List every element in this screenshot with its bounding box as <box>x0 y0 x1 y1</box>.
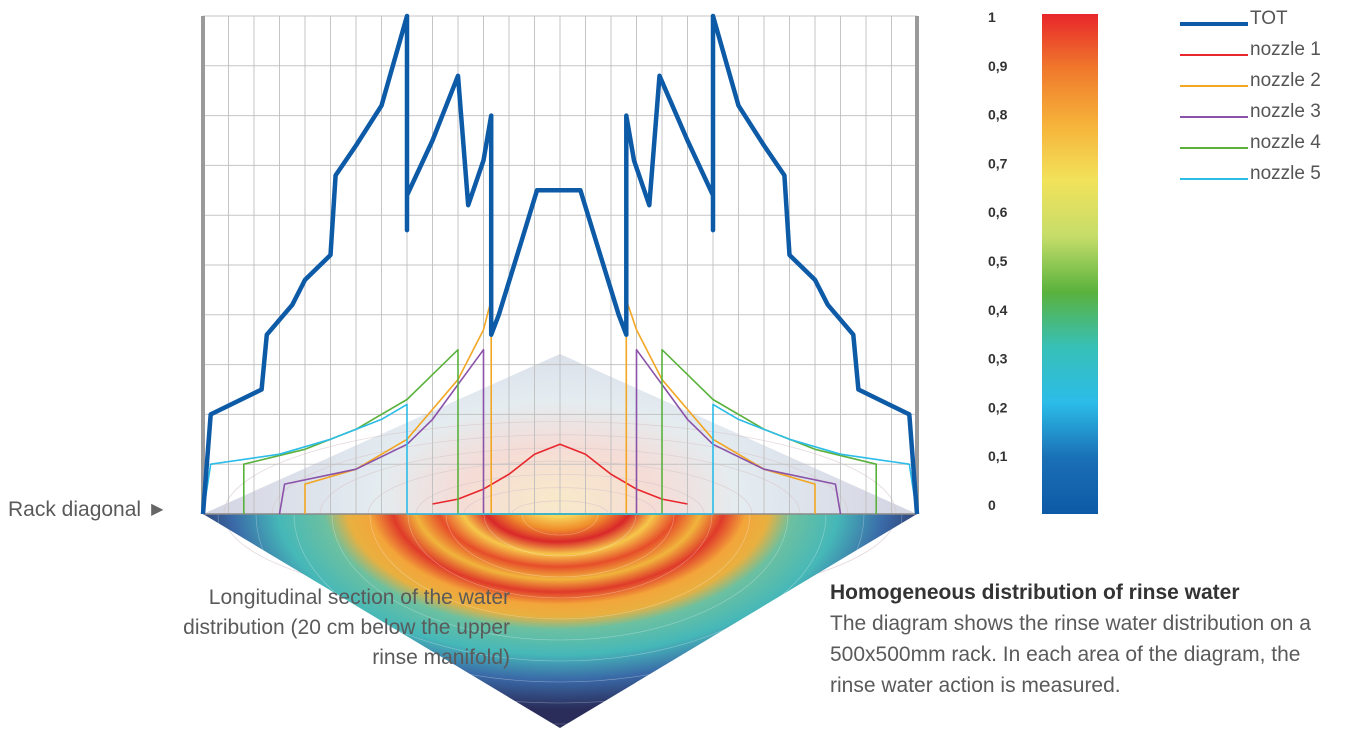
series-tot <box>200 13 920 515</box>
heatmap-ring <box>369 514 751 620</box>
scale-tick-label: 1 <box>988 9 996 25</box>
section-caption: Longitudinal section of the water distri… <box>183 586 510 669</box>
color-scale: 1 0,9 0,8 0,7 0,6 0,5 0,4 0,3 0,2 0,1 0 <box>988 9 1098 514</box>
legend-swatch <box>1180 147 1248 149</box>
heatmap-ring <box>483 514 637 557</box>
legend-swatch <box>1180 85 1248 87</box>
heatmap-ring <box>445 514 675 578</box>
heatmap-ring <box>203 514 917 725</box>
series-nozzle-5 <box>202 403 918 515</box>
legend-swatch <box>1180 54 1248 56</box>
scale-tick-label: 0,9 <box>988 58 1008 74</box>
description-body: The diagram shows the rinse water distri… <box>830 612 1311 697</box>
heatmap-ring <box>217 514 903 704</box>
legend-swatch <box>1180 22 1248 26</box>
legend-label: nozzle 5 <box>1250 163 1321 184</box>
heatmap-ring <box>255 514 865 683</box>
scale-tick-label: 0,7 <box>988 155 1008 171</box>
scale-tick-label: 0,5 <box>988 253 1008 269</box>
scale-tick-label: 0,4 <box>988 302 1008 318</box>
scale-tick-label: 0,2 <box>988 399 1008 415</box>
legend-swatch <box>1180 116 1248 118</box>
heatmap-rings <box>203 514 917 725</box>
series-lines <box>200 13 920 515</box>
legend-label: nozzle 3 <box>1250 101 1321 122</box>
description: Homogeneous distribution of rinse water … <box>830 577 1350 701</box>
scale-tick-label: 0 <box>988 497 996 513</box>
water-distribution-heatmap <box>203 514 917 728</box>
legend-label: nozzle 4 <box>1250 132 1321 153</box>
play-arrow-icon: ▶ <box>151 501 164 518</box>
scale-tick-label: 0,8 <box>988 107 1008 123</box>
heatmap-ring <box>331 514 789 641</box>
description-title: Homogeneous distribution of rinse water <box>830 581 1240 604</box>
legend-label: TOT <box>1250 8 1288 29</box>
series-nozzle-1 <box>432 443 688 505</box>
legend-swatch <box>1180 178 1248 180</box>
heatmap-triangle <box>203 514 917 728</box>
scale-tick-label: 0,6 <box>988 204 1008 220</box>
legend-label: nozzle 1 <box>1250 39 1321 60</box>
heatmap-ring <box>293 514 827 662</box>
scale-tick-label: 0,1 <box>988 448 1008 464</box>
scale-tick-label: 0,3 <box>988 351 1008 367</box>
heatmap-ring <box>407 514 713 599</box>
rack-diagonal-label: Rack diagonal ▶ <box>8 498 163 522</box>
chart-grid <box>201 15 919 515</box>
legend-label: nozzle 2 <box>1250 70 1321 91</box>
color-scale-bar <box>1042 14 1098 514</box>
rack-diagonal-text: Rack diagonal <box>8 498 142 521</box>
heatmap-ring <box>521 514 599 536</box>
